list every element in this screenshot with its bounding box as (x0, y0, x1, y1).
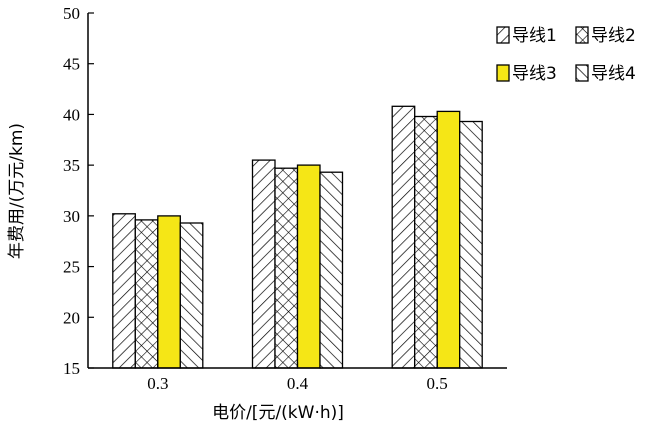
bar-导线3-0.3 (157, 215, 181, 369)
legend-label: 导线1 (512, 26, 557, 46)
x-tick-label: 0.5 (427, 374, 448, 393)
legend: 导线1 导线2 导线3 导线4 (496, 26, 636, 84)
y-tick-label: 15 (63, 359, 80, 378)
bar-导线1-0.5 (391, 105, 416, 369)
bars-group (112, 105, 483, 369)
bar-导线3-0.5 (436, 110, 461, 369)
legend-swatch (496, 64, 510, 82)
bar-导线4-0.5 (459, 120, 483, 369)
y-tick-label: 40 (63, 105, 80, 124)
y-tick-label: 45 (63, 55, 80, 74)
y-axis-title: 年费用/(万元/km) (7, 123, 27, 259)
legend-swatch (496, 26, 510, 44)
legend-label: 导线4 (591, 64, 636, 84)
legend-swatch (575, 26, 589, 44)
x-axis-title: 电价/[元/(kW·h)] (212, 403, 344, 423)
bar-导线2-0.3 (134, 219, 159, 369)
bar-导线1-0.4 (251, 159, 276, 369)
y-tick-label: 25 (63, 258, 80, 277)
legend-swatch (575, 64, 589, 82)
bar-导线4-0.3 (179, 222, 204, 369)
y-tick-label: 30 (63, 207, 80, 226)
bar-导线3-0.4 (296, 164, 321, 369)
x-tick-label: 0.3 (147, 374, 168, 393)
axes-group: 15 20 25 30 35 40 45 50 0.3 0.4 0.5 (63, 4, 507, 393)
y-tick-label: 50 (63, 4, 80, 23)
bar-导线2-0.5 (414, 115, 438, 369)
legend-label: 导线2 (591, 26, 636, 46)
bar-导线4-0.4 (319, 171, 344, 369)
x-tick-label: 0.4 (287, 374, 309, 393)
bar-导线2-0.4 (274, 167, 299, 369)
y-tick-label: 20 (63, 308, 80, 327)
bar-导线1-0.3 (112, 213, 136, 369)
legend-label: 导线3 (512, 64, 557, 84)
y-tick-label: 35 (63, 156, 80, 175)
